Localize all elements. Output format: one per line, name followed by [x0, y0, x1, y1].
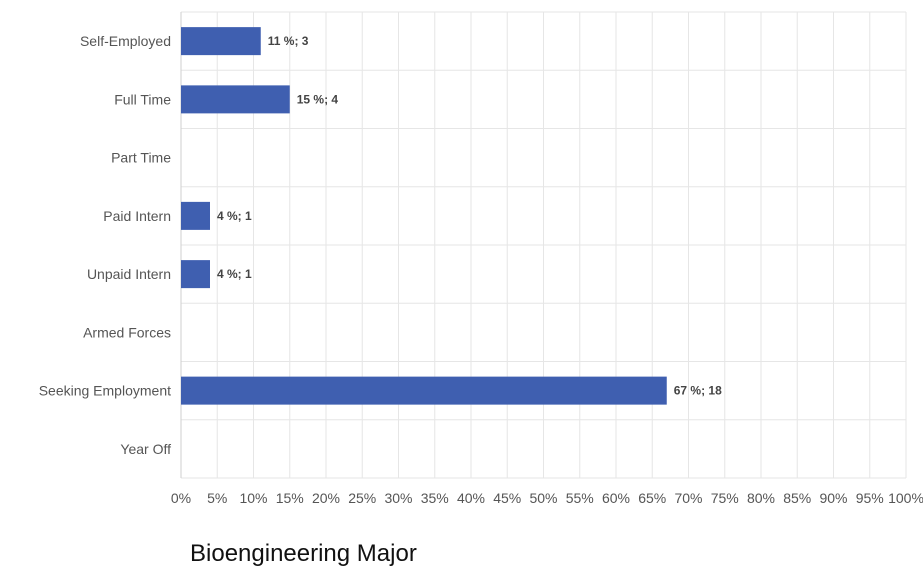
x-tick-label: 85% [783, 490, 811, 506]
data-label: 11 %; 3 [268, 34, 309, 48]
x-tick-label: 15% [276, 490, 304, 506]
bar [181, 85, 290, 114]
category-label: Year Off [120, 441, 171, 457]
x-tick-label: 25% [348, 490, 376, 506]
x-tick-label: 50% [529, 490, 557, 506]
x-tick-label: 60% [602, 490, 630, 506]
x-tick-label: 35% [421, 490, 449, 506]
bar [181, 376, 667, 405]
category-label: Self-Employed [80, 33, 171, 49]
category-label: Seeking Employment [39, 383, 171, 399]
chart-caption: Bioengineering Major [190, 540, 417, 567]
x-tick-label: 40% [457, 490, 485, 506]
data-label: 15 %; 4 [297, 92, 339, 106]
x-tick-label: 70% [674, 490, 702, 506]
x-tick-label: 100% [888, 490, 923, 506]
x-tick-label: 55% [566, 490, 594, 506]
bar [181, 27, 261, 56]
data-label: 67 %; 18 [674, 384, 722, 398]
bar [181, 201, 210, 230]
bar [181, 260, 210, 289]
x-tick-label: 75% [711, 490, 739, 506]
x-tick-label: 95% [856, 490, 884, 506]
category-label: Part Time [111, 150, 171, 166]
category-label: Armed Forces [83, 324, 171, 340]
x-tick-label: 30% [384, 490, 412, 506]
x-tick-label: 5% [207, 490, 227, 506]
data-label: 4 %; 1 [217, 209, 252, 223]
x-tick-label: 10% [239, 490, 267, 506]
data-label: 4 %; 1 [217, 267, 252, 281]
category-label: Paid Intern [103, 208, 171, 224]
x-tick-label: 0% [171, 490, 191, 506]
x-tick-label: 80% [747, 490, 775, 506]
x-tick-label: 90% [819, 490, 847, 506]
category-label: Full Time [114, 91, 171, 107]
x-tick-label: 45% [493, 490, 521, 506]
category-label: Unpaid Intern [87, 266, 171, 282]
x-tick-label: 65% [638, 490, 666, 506]
x-tick-label: 20% [312, 490, 340, 506]
